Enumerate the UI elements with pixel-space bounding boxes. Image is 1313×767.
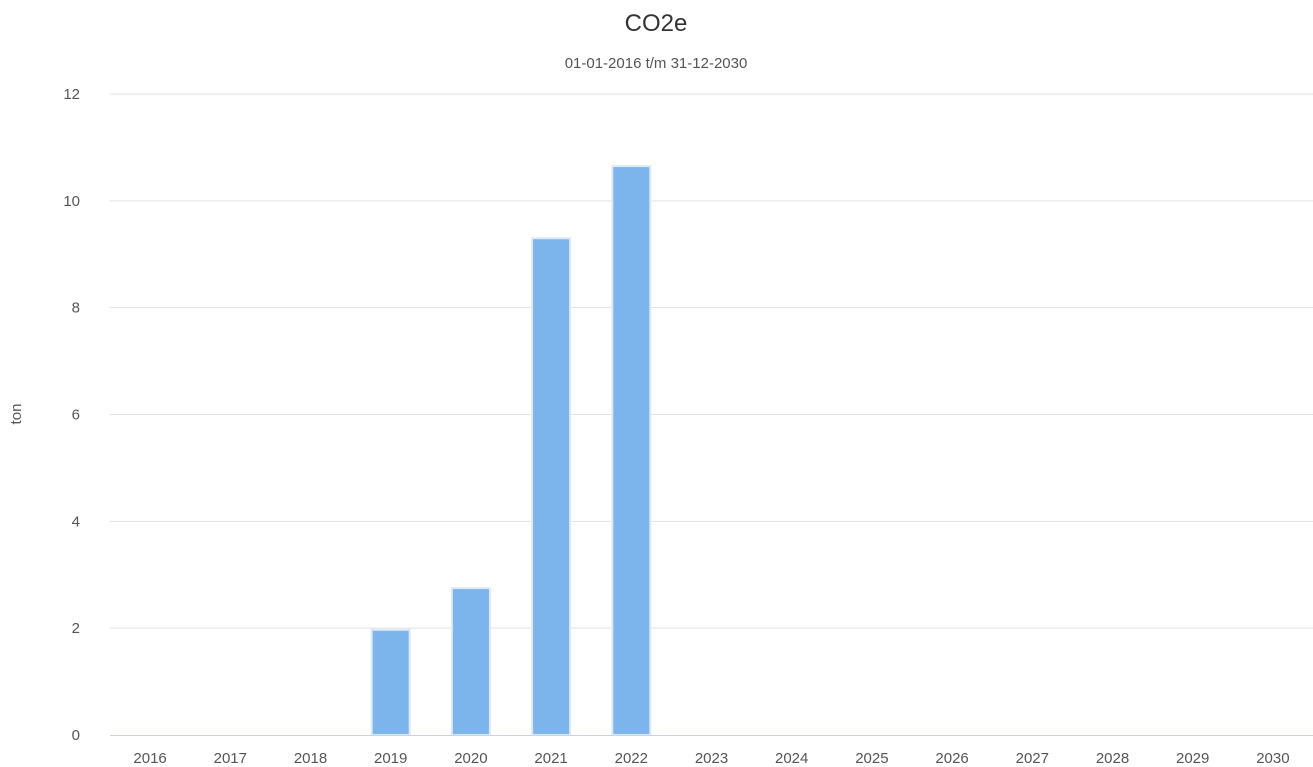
bars: [370, 165, 652, 737]
bar-2019[interactable]: [370, 628, 411, 736]
y-tick-label: 10: [63, 193, 80, 210]
x-axis-ticks: 2016 2017 2018 2019 2020 2021 2022 2023 2024 2025…: [133, 750, 1289, 767]
chart-subtitle: 01-01-2016 t/m 31-12-2030: [565, 55, 748, 72]
x-tick-label: 2022: [615, 750, 648, 767]
x-tick-label: 2023: [695, 750, 728, 767]
grid-lines: [110, 93, 1313, 629]
y-axis-ticks: 0 2 4 6 8 10 12: [63, 86, 80, 744]
x-tick-label: 2028: [1096, 750, 1129, 767]
x-tick-label: 2018: [294, 750, 327, 767]
x-tick-label: 2019: [374, 750, 407, 767]
y-tick-label: 2: [72, 620, 80, 637]
x-tick-label: 2026: [935, 750, 968, 767]
x-tick-label: 2021: [534, 750, 567, 767]
y-axis-label: ton: [8, 404, 25, 425]
x-tick-label: 2027: [1016, 750, 1049, 767]
x-tick-label: 2029: [1176, 750, 1209, 767]
y-tick-label: 4: [72, 513, 80, 530]
bar-2022[interactable]: [611, 165, 652, 737]
x-tick-label: 2017: [214, 750, 247, 767]
y-tick-label: 6: [72, 407, 80, 424]
y-tick-label: 12: [63, 86, 80, 103]
x-tick-label: 2020: [454, 750, 487, 767]
bar-2021[interactable]: [531, 237, 572, 736]
chart-title: CO2e: [625, 10, 688, 37]
x-tick-label: 2016: [133, 750, 166, 767]
x-tick-label: 2025: [855, 750, 888, 767]
x-tick-label: 2030: [1256, 750, 1289, 767]
y-tick-label: 8: [72, 300, 80, 317]
x-tick-label: 2024: [775, 750, 808, 767]
bar-2020[interactable]: [450, 587, 491, 737]
y-tick-label: 0: [72, 727, 80, 744]
